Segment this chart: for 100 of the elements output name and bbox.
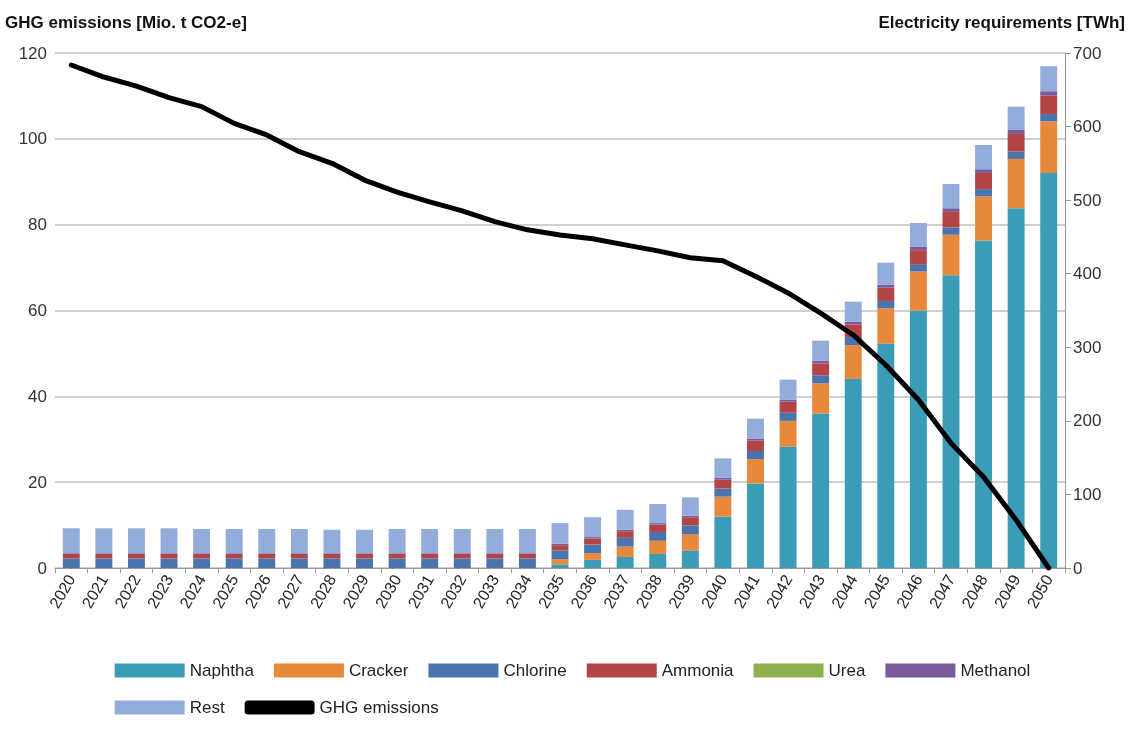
- bar: [584, 559, 602, 568]
- bar: [127, 554, 145, 559]
- y2-tick-label: 600: [1073, 117, 1102, 137]
- bar: [551, 564, 569, 568]
- bar: [1040, 121, 1058, 173]
- bar: [453, 554, 471, 559]
- bar: [486, 554, 504, 559]
- legend-label: Cracker: [348, 661, 409, 680]
- y2-tick-label: 300: [1073, 337, 1102, 357]
- legend-label: Chlorine: [503, 661, 567, 680]
- bar: [323, 554, 341, 559]
- y-tick-label: 60: [28, 301, 47, 320]
- bar: [844, 301, 862, 322]
- bar: [290, 529, 308, 554]
- bar: [1007, 208, 1025, 568]
- bar: [779, 401, 797, 413]
- bar: [942, 183, 960, 209]
- bar: [909, 271, 927, 311]
- bar: [160, 554, 178, 559]
- bar: [909, 222, 927, 247]
- bar: [747, 438, 764, 441]
- bar: [616, 546, 634, 557]
- bar: [747, 440, 764, 452]
- y-tick-label: 0: [37, 558, 47, 578]
- bar: [95, 558, 113, 568]
- bar: [62, 558, 80, 568]
- bar: [844, 378, 862, 568]
- bar: [1007, 106, 1025, 130]
- y-tick-label: 120: [18, 43, 47, 63]
- bar: [1007, 151, 1025, 159]
- bar: [909, 246, 927, 251]
- bar: [356, 554, 373, 559]
- bar: [1040, 95, 1058, 115]
- bar: [193, 529, 211, 554]
- legend-label: Methanol: [960, 661, 1031, 680]
- bar: [877, 308, 895, 344]
- bar: [975, 169, 993, 173]
- bar: [681, 525, 699, 535]
- bar: [649, 531, 667, 541]
- bar: [388, 529, 406, 554]
- legend-label: Rest: [189, 698, 225, 717]
- bar: [160, 528, 178, 554]
- bar: [584, 544, 602, 554]
- y-tick-label: 20: [28, 472, 47, 492]
- bar: [1040, 91, 1058, 96]
- bar: [942, 275, 960, 568]
- bar: [975, 240, 993, 568]
- legend-label: Naphtha: [189, 661, 255, 680]
- legend-label: Ammonia: [661, 661, 735, 680]
- bar: [584, 553, 602, 560]
- bar: [877, 284, 895, 288]
- bar: [62, 554, 80, 559]
- bar: [942, 227, 960, 235]
- bar: [877, 287, 895, 301]
- y-tick-label: 40: [28, 386, 47, 406]
- bar: [649, 540, 667, 555]
- bar: [1007, 158, 1025, 209]
- bar: [779, 420, 797, 447]
- bar: [975, 172, 993, 190]
- bar: [551, 545, 569, 551]
- y2-tick-label: 400: [1073, 264, 1102, 284]
- bar: [225, 529, 243, 554]
- bar: [127, 558, 145, 568]
- bar: [584, 517, 602, 538]
- bar: [160, 558, 178, 568]
- bar: [421, 529, 439, 554]
- bar: [812, 340, 830, 361]
- bar: [551, 523, 569, 544]
- bar: [1040, 172, 1058, 568]
- bar: [421, 558, 439, 568]
- bar: [421, 554, 439, 559]
- bar: [551, 559, 569, 565]
- bar: [453, 558, 471, 568]
- bar: [812, 375, 830, 384]
- bar: [290, 558, 308, 568]
- bar: [356, 558, 373, 568]
- bar: [225, 558, 243, 568]
- bar: [616, 537, 634, 547]
- bar: [779, 399, 797, 402]
- bar: [812, 413, 830, 568]
- bar: [649, 524, 667, 532]
- bar: [714, 516, 732, 568]
- bar: [779, 412, 797, 421]
- bar: [290, 554, 308, 559]
- bar: [388, 558, 406, 568]
- y2-tick-label: 700: [1073, 43, 1102, 63]
- bar: [714, 458, 732, 478]
- bar: [453, 529, 471, 554]
- bar: [714, 496, 732, 517]
- bar: [323, 529, 341, 554]
- bar: [649, 554, 667, 568]
- bar: [518, 529, 536, 554]
- bar: [616, 509, 634, 530]
- bar: [909, 250, 927, 265]
- bar: [551, 550, 569, 560]
- bar: [877, 300, 895, 309]
- bar: [518, 558, 536, 568]
- bar: [258, 558, 276, 568]
- bar: [616, 531, 634, 538]
- bar: [356, 529, 373, 554]
